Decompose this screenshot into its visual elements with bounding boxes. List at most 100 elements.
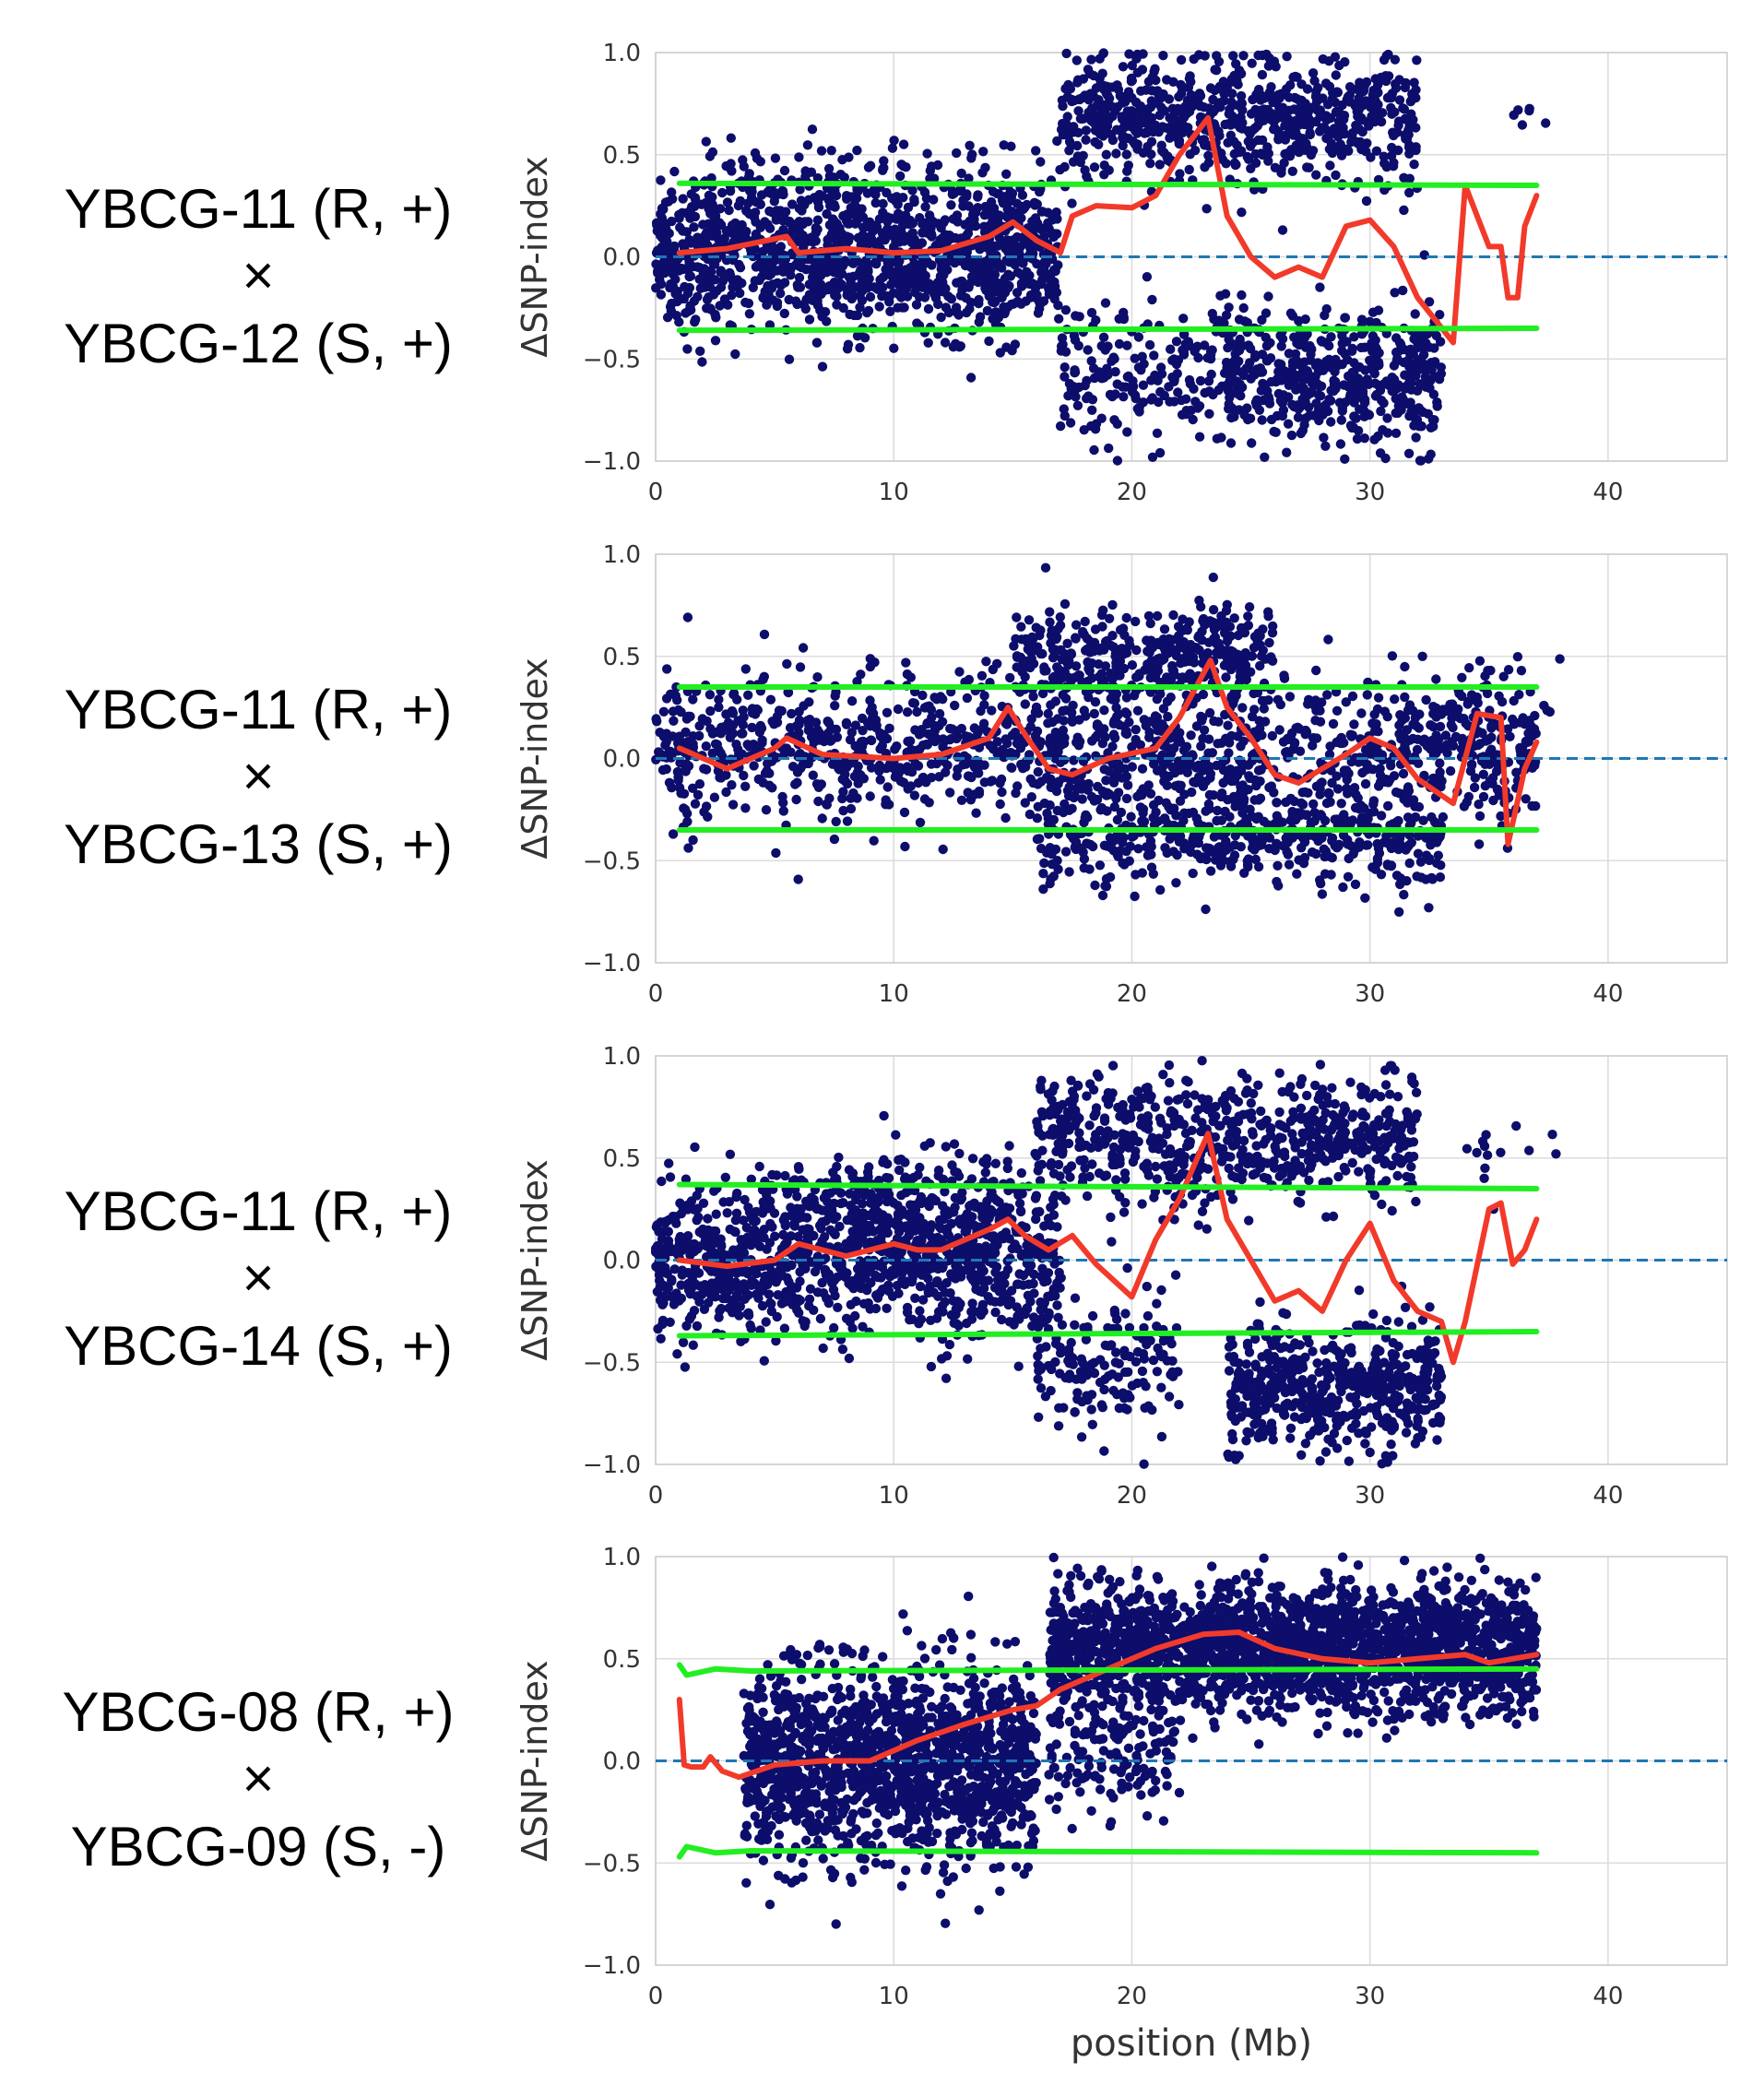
snp-point: [1126, 77, 1137, 87]
snp-point: [1087, 658, 1097, 669]
snp-point: [879, 156, 889, 166]
snp-point: [1316, 109, 1326, 119]
snp-point: [1436, 362, 1447, 373]
snp-point: [993, 212, 1004, 222]
snp-point: [667, 187, 677, 197]
snp-point: [1137, 764, 1148, 774]
snp-point: [901, 283, 911, 294]
snp-point: [964, 282, 974, 292]
snp-point: [1269, 117, 1279, 127]
snp-point: [1310, 695, 1320, 705]
snp-point: [1163, 672, 1174, 682]
snp-point: [946, 294, 957, 304]
snp-point: [1238, 302, 1249, 314]
snp-point: [1226, 77, 1237, 87]
snp-point: [758, 264, 768, 274]
snp-point: [728, 800, 739, 810]
snp-point: [1358, 378, 1368, 388]
snp-point: [1096, 413, 1107, 423]
snp-point: [1001, 169, 1012, 179]
snp-point: [1088, 70, 1099, 81]
snp-point: [1038, 869, 1048, 879]
snp-point: [667, 783, 677, 793]
snp-point: [1273, 694, 1284, 705]
snp-point: [1382, 860, 1393, 871]
snp-point: [685, 711, 695, 722]
snp-point: [812, 301, 823, 311]
snp-point: [784, 294, 794, 305]
snp-point: [835, 278, 845, 288]
snp-point: [681, 766, 691, 776]
y-axis-label: ΔSNP-index: [515, 658, 555, 859]
snp-point: [1066, 384, 1076, 394]
snp-point: [812, 172, 823, 184]
snp-point: [1516, 666, 1527, 676]
snp-point: [1308, 68, 1319, 78]
snp-point: [1043, 708, 1053, 719]
snp-point: [922, 740, 933, 750]
snp-point: [869, 226, 879, 236]
snp-point: [1100, 298, 1111, 308]
snp-point: [812, 215, 823, 225]
snp-point: [1279, 158, 1289, 168]
snp-point: [740, 803, 751, 813]
snp-point: [894, 208, 904, 219]
snp-point: [1418, 737, 1428, 747]
snp-point: [1100, 661, 1111, 671]
snp-point: [1153, 86, 1163, 96]
snp-point: [1410, 309, 1420, 319]
snp-point: [1049, 649, 1060, 659]
snp-point: [1521, 794, 1531, 804]
snp-point: [1114, 338, 1125, 350]
snp-point: [685, 205, 696, 216]
snp-point: [803, 217, 813, 227]
snp-point: [1064, 146, 1074, 156]
snp-point: [927, 231, 937, 241]
snp-point: [1255, 631, 1265, 641]
snp-point: [1131, 393, 1141, 404]
snp-point: [918, 773, 928, 783]
snp-point: [1112, 419, 1122, 429]
snp-point: [939, 737, 949, 747]
snp-point: [1005, 271, 1016, 281]
snp-point: [1469, 782, 1480, 793]
snp-point: [1225, 631, 1236, 641]
snp-point: [1055, 621, 1066, 631]
snp-point: [1212, 65, 1222, 76]
snp-point: [769, 196, 779, 207]
snp-point: [1077, 794, 1087, 804]
snp-point: [1228, 51, 1238, 61]
snp-point: [1204, 789, 1215, 800]
snp-point: [1047, 229, 1057, 239]
snp-point: [1124, 717, 1134, 728]
snp-point: [1373, 78, 1383, 89]
snp-point: [658, 706, 669, 717]
snp-point: [724, 205, 734, 216]
snp-point: [1225, 649, 1235, 659]
snp-point: [1011, 634, 1021, 644]
snp-point: [1038, 263, 1048, 273]
snp-point: [909, 195, 919, 205]
snp-point: [651, 714, 661, 724]
snp-point: [1223, 342, 1233, 353]
snp-point: [705, 304, 716, 314]
snp-point: [1051, 748, 1061, 758]
snp-point: [1074, 94, 1085, 105]
snp-point: [1337, 403, 1348, 413]
snp-point: [846, 192, 857, 202]
snp-point: [752, 153, 763, 163]
snp-point: [727, 290, 737, 301]
snp-point: [1411, 432, 1421, 443]
snp-point: [946, 200, 956, 210]
snp-point: [870, 189, 881, 200]
snp-point: [704, 194, 716, 204]
snp-point: [1263, 392, 1274, 402]
snp-point: [784, 218, 795, 228]
snp-point: [1278, 390, 1289, 400]
x-tick-label: 0: [648, 980, 664, 1008]
snp-point: [1212, 647, 1222, 658]
snp-point: [809, 289, 819, 300]
snp-point: [1369, 368, 1380, 379]
snp-point: [1190, 397, 1201, 407]
snp-point: [1527, 731, 1537, 741]
